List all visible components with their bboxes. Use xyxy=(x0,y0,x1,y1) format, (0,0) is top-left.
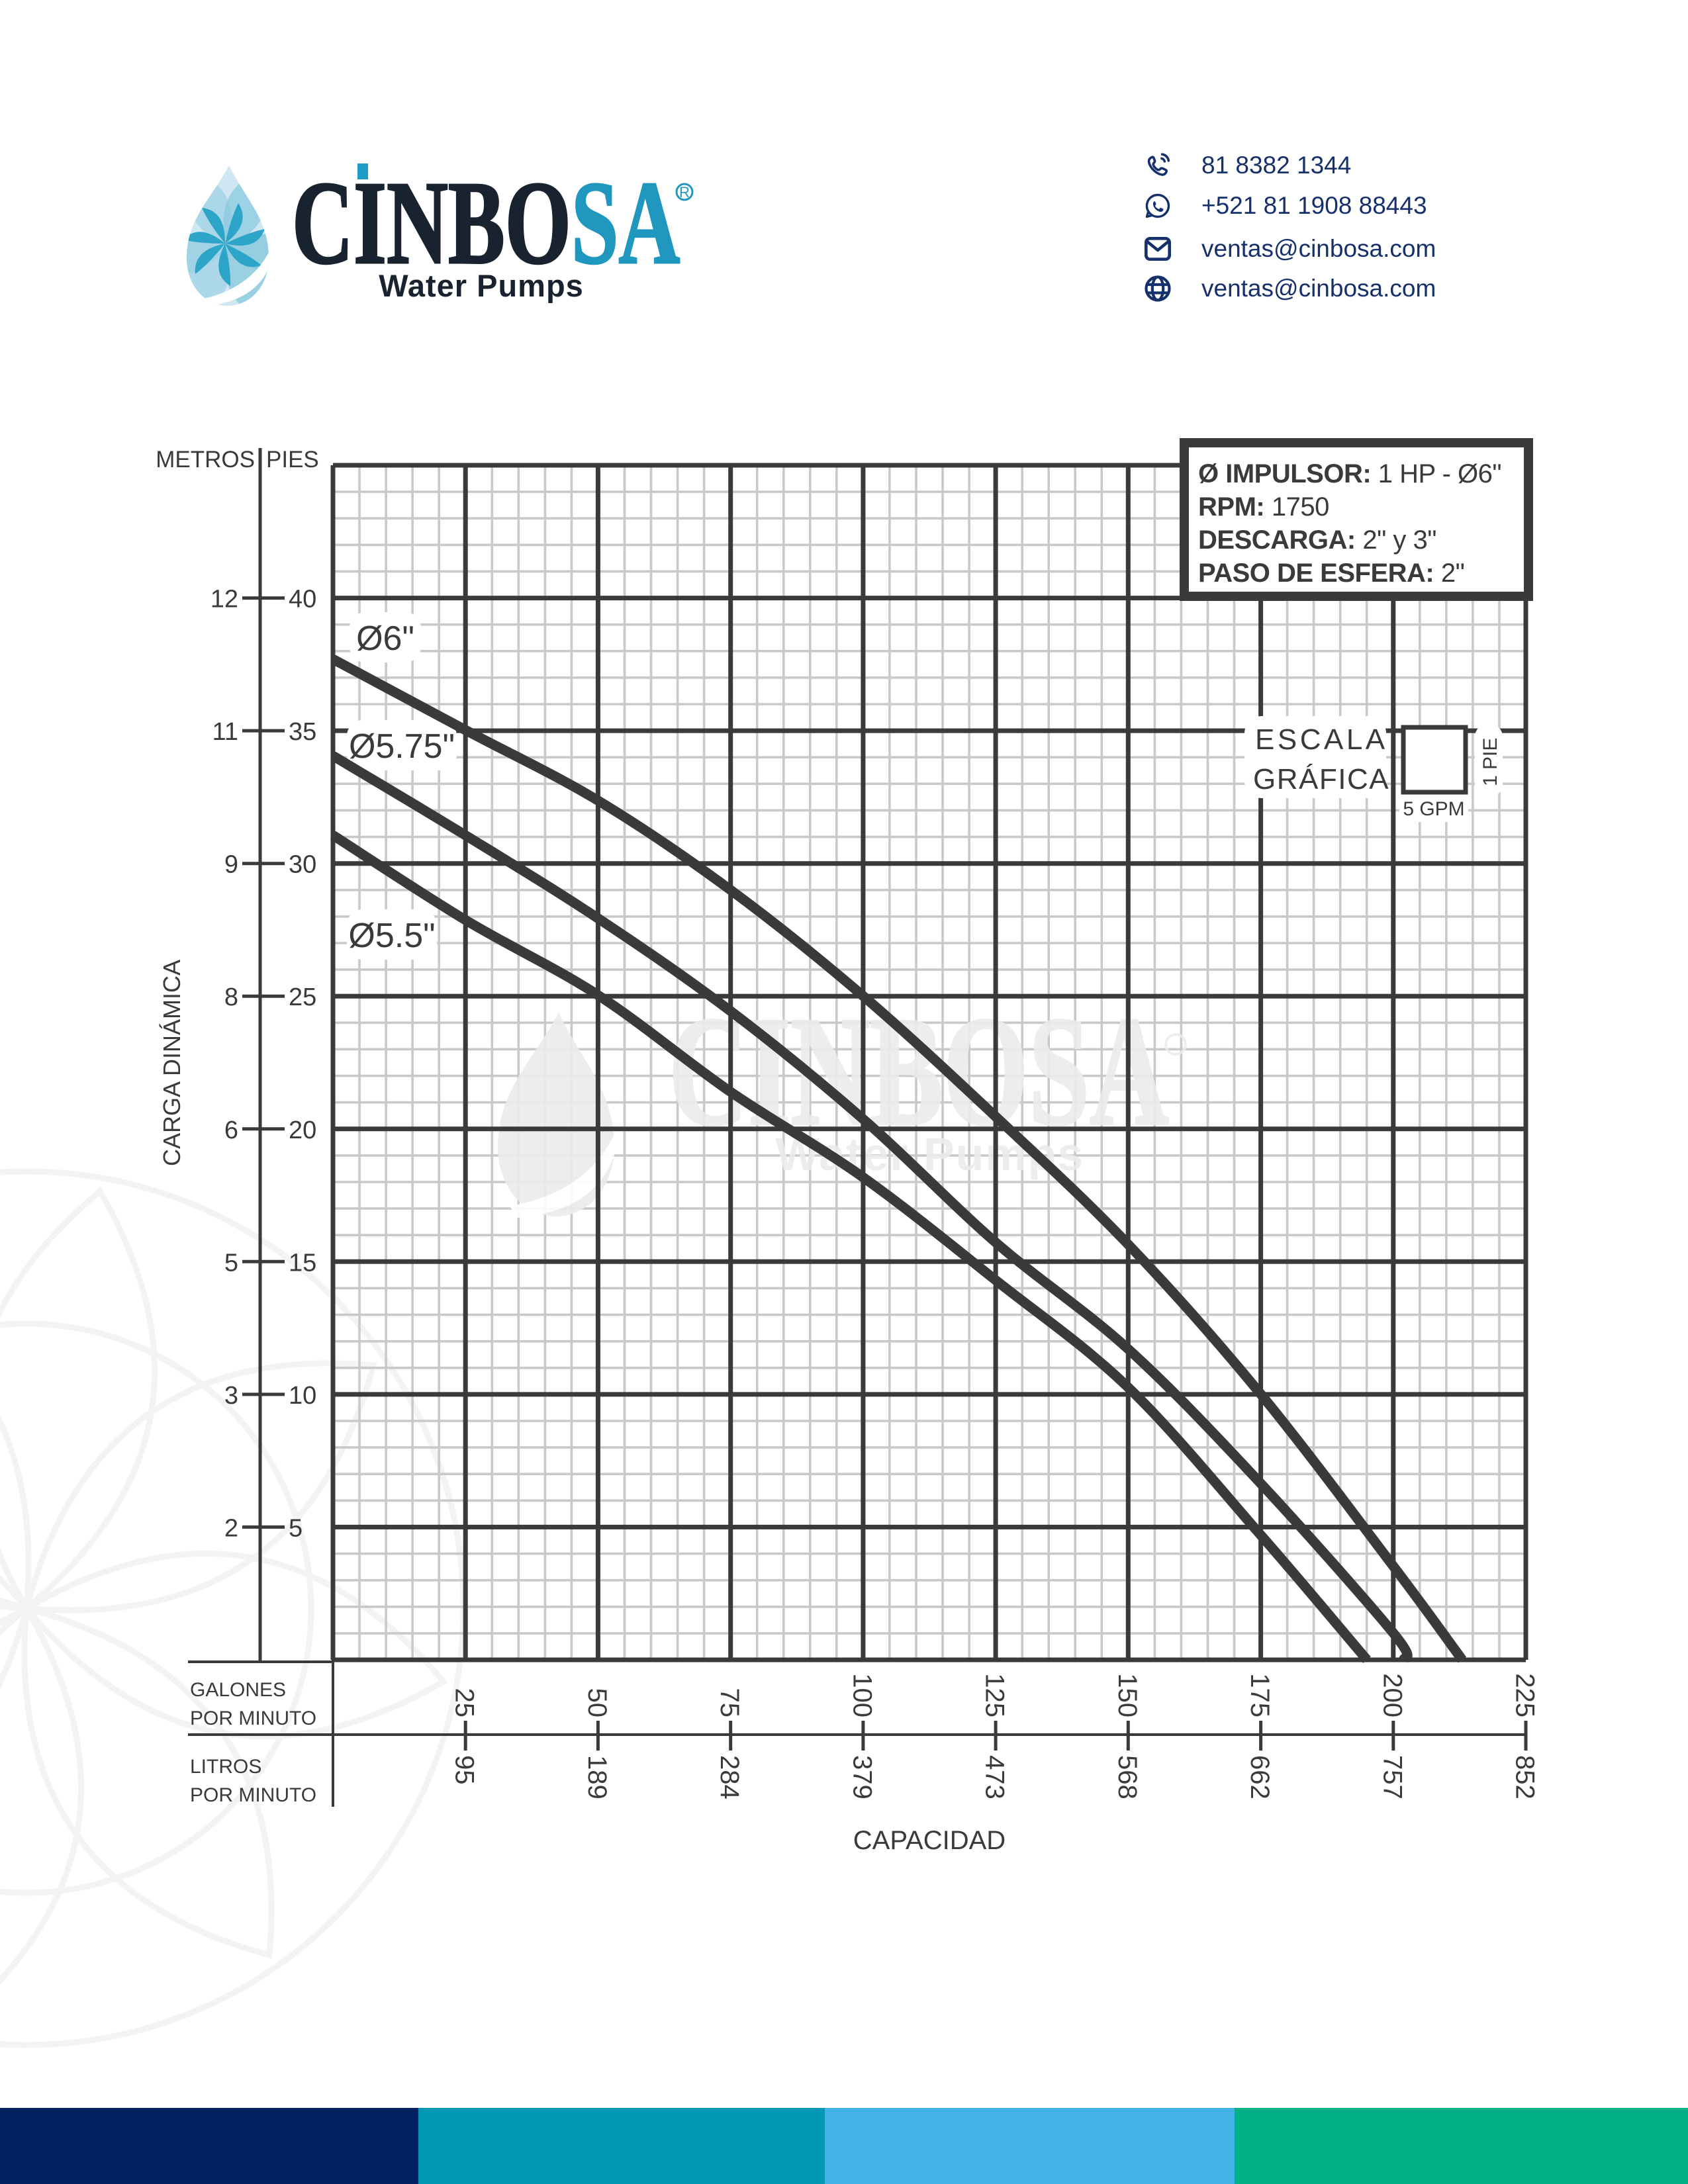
svg-text:125: 125 xyxy=(980,1673,1009,1717)
svg-text:3: 3 xyxy=(224,1382,238,1410)
svg-text:200: 200 xyxy=(1378,1673,1407,1717)
svg-text:6: 6 xyxy=(224,1116,238,1144)
svg-text:1 PIE: 1 PIE xyxy=(1479,738,1501,786)
svg-text:CAPACIDAD: CAPACIDAD xyxy=(853,1826,1006,1855)
svg-text:284: 284 xyxy=(715,1755,744,1799)
svg-text:379: 379 xyxy=(847,1755,876,1799)
svg-text:ventas@cinbosa.com: ventas@cinbosa.com xyxy=(1201,235,1436,262)
svg-text:PIES: PIES xyxy=(266,447,319,473)
svg-text:852: 852 xyxy=(1511,1755,1540,1799)
svg-text:40: 40 xyxy=(289,586,316,614)
svg-text:ventas@cinbosa.com: ventas@cinbosa.com xyxy=(1201,275,1436,302)
svg-text:RPM: 1750: RPM: 1750 xyxy=(1198,492,1329,522)
svg-text:11: 11 xyxy=(212,718,238,746)
svg-text:757: 757 xyxy=(1378,1755,1407,1799)
svg-text:568: 568 xyxy=(1113,1755,1142,1799)
svg-text:GRÁFICA: GRÁFICA xyxy=(1253,763,1389,796)
svg-text:100: 100 xyxy=(847,1673,876,1717)
svg-text:ESCALA: ESCALA xyxy=(1255,723,1388,756)
svg-text:GALONES: GALONES xyxy=(190,1679,286,1701)
svg-text:75: 75 xyxy=(715,1688,744,1718)
svg-text:+521 81 1908 88443: +521 81 1908 88443 xyxy=(1201,192,1427,219)
svg-text:PASO DE ESFERA: 2": PASO DE ESFERA: 2" xyxy=(1198,559,1464,588)
svg-text:225: 225 xyxy=(1511,1673,1540,1717)
svg-text:POR MINUTO: POR MINUTO xyxy=(190,1707,316,1729)
svg-text:81 8382 1344: 81 8382 1344 xyxy=(1201,152,1351,179)
svg-text:Water Pumps: Water Pumps xyxy=(379,268,584,303)
svg-text:189: 189 xyxy=(583,1755,612,1799)
svg-text:35: 35 xyxy=(289,718,316,746)
svg-text:DESCARGA: 2" y 3": DESCARGA: 2" y 3" xyxy=(1198,525,1436,555)
svg-text:Ø IMPULSOR: 1 HP - Ø6": Ø IMPULSOR: 1 HP - Ø6" xyxy=(1198,459,1501,488)
svg-text:Ø5.75": Ø5.75" xyxy=(349,727,455,766)
svg-text:CARGA DINÁMICA: CARGA DINÁMICA xyxy=(158,960,185,1166)
svg-text:30: 30 xyxy=(289,851,316,879)
svg-text:Ø5.5": Ø5.5" xyxy=(348,917,435,955)
svg-text:10: 10 xyxy=(289,1382,316,1410)
svg-text:50: 50 xyxy=(583,1688,612,1718)
svg-text:Ø6": Ø6" xyxy=(356,619,414,658)
svg-text:R: R xyxy=(679,184,690,201)
svg-text:15: 15 xyxy=(289,1249,316,1277)
svg-text:POR MINUTO: POR MINUTO xyxy=(190,1784,316,1806)
svg-text:9: 9 xyxy=(224,851,238,879)
svg-text:25: 25 xyxy=(450,1688,479,1718)
svg-text:2: 2 xyxy=(224,1514,238,1542)
svg-text:5 GPM: 5 GPM xyxy=(1403,798,1464,820)
svg-text:8: 8 xyxy=(224,983,238,1011)
svg-text:150: 150 xyxy=(1113,1673,1142,1717)
svg-text:473: 473 xyxy=(980,1755,1009,1799)
svg-text:662: 662 xyxy=(1245,1755,1274,1799)
svg-text:175: 175 xyxy=(1245,1673,1274,1717)
svg-text:95: 95 xyxy=(450,1755,479,1785)
svg-text:12: 12 xyxy=(211,586,238,614)
svg-text:METROS: METROS xyxy=(156,447,255,473)
svg-text:20: 20 xyxy=(289,1116,316,1144)
svg-text:LITROS: LITROS xyxy=(190,1756,261,1778)
svg-text:CINBOSA: CINBOSA xyxy=(292,157,680,289)
svg-text:5: 5 xyxy=(289,1514,303,1542)
svg-text:5: 5 xyxy=(224,1249,238,1277)
svg-text:25: 25 xyxy=(289,983,316,1011)
